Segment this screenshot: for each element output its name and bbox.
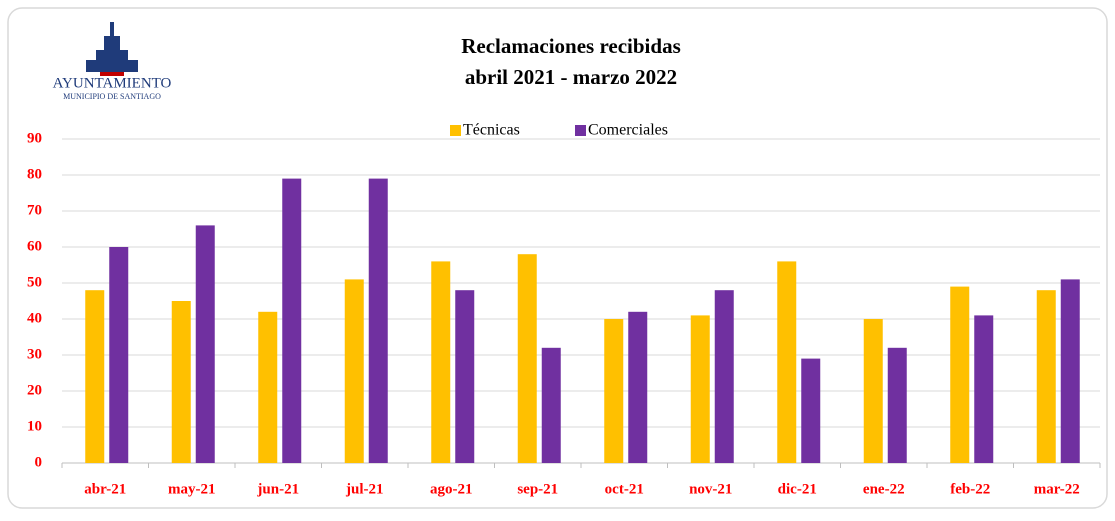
bar xyxy=(109,247,129,463)
bar xyxy=(1036,290,1056,463)
y-tick-label: 50 xyxy=(27,274,42,290)
x-tick-label: sep-21 xyxy=(517,481,558,497)
bar xyxy=(195,225,215,463)
bar xyxy=(777,261,797,463)
bar xyxy=(1060,279,1080,463)
bar xyxy=(517,254,537,463)
legend-label: Técnicas xyxy=(463,122,520,139)
y-tick-label: 0 xyxy=(35,454,43,470)
y-tick-label: 60 xyxy=(27,238,42,254)
bar xyxy=(258,311,278,463)
y-tick-label: 20 xyxy=(27,382,42,398)
logo-subtitle: MUNICIPIO DE SANTIAGO xyxy=(63,92,161,101)
y-tick-label: 40 xyxy=(27,310,42,326)
x-tick-label: jun-21 xyxy=(256,481,299,497)
x-tick-label: ago-21 xyxy=(430,481,473,497)
y-tick-label: 10 xyxy=(27,418,42,434)
x-tick-label: abr-21 xyxy=(84,481,126,497)
bar xyxy=(282,178,302,463)
x-tick-label: ene-22 xyxy=(863,481,905,497)
y-tick-label: 70 xyxy=(27,202,42,218)
x-tick-label: jul-21 xyxy=(345,481,384,497)
bar xyxy=(171,301,191,463)
bar xyxy=(368,178,388,463)
y-tick-label: 80 xyxy=(27,166,42,182)
bar xyxy=(690,315,710,463)
logo: AYUNTAMIENTO MUNICIPIO DE SANTIAGO xyxy=(53,22,172,101)
x-tick-label: feb-22 xyxy=(950,481,990,497)
bar xyxy=(344,279,364,463)
x-tick-label: dic-21 xyxy=(778,481,817,497)
legend-label: Comerciales xyxy=(588,122,668,139)
bar xyxy=(604,319,624,463)
bar xyxy=(887,347,907,463)
bar xyxy=(863,319,883,463)
x-tick-label: oct-21 xyxy=(605,481,644,497)
bar xyxy=(628,311,648,463)
legend-swatch xyxy=(450,125,461,136)
chart-subtitle: abril 2021 - marzo 2022 xyxy=(465,65,677,89)
bar xyxy=(431,261,451,463)
bar xyxy=(950,286,970,463)
bar xyxy=(85,290,105,463)
bar xyxy=(801,358,821,463)
x-tick-label: mar-22 xyxy=(1034,481,1080,497)
y-tick-label: 30 xyxy=(27,346,42,362)
logo-name: AYUNTAMIENTO xyxy=(53,75,172,91)
legend-swatch xyxy=(575,125,586,136)
x-tick-label: nov-21 xyxy=(689,481,732,497)
chart-title: Reclamaciones recibidas xyxy=(461,34,681,58)
bar xyxy=(714,290,734,463)
y-tick-label: 90 xyxy=(27,130,42,146)
bar xyxy=(974,315,994,463)
x-tick-label: may-21 xyxy=(168,481,216,497)
bar xyxy=(455,290,475,463)
bar xyxy=(541,347,561,463)
